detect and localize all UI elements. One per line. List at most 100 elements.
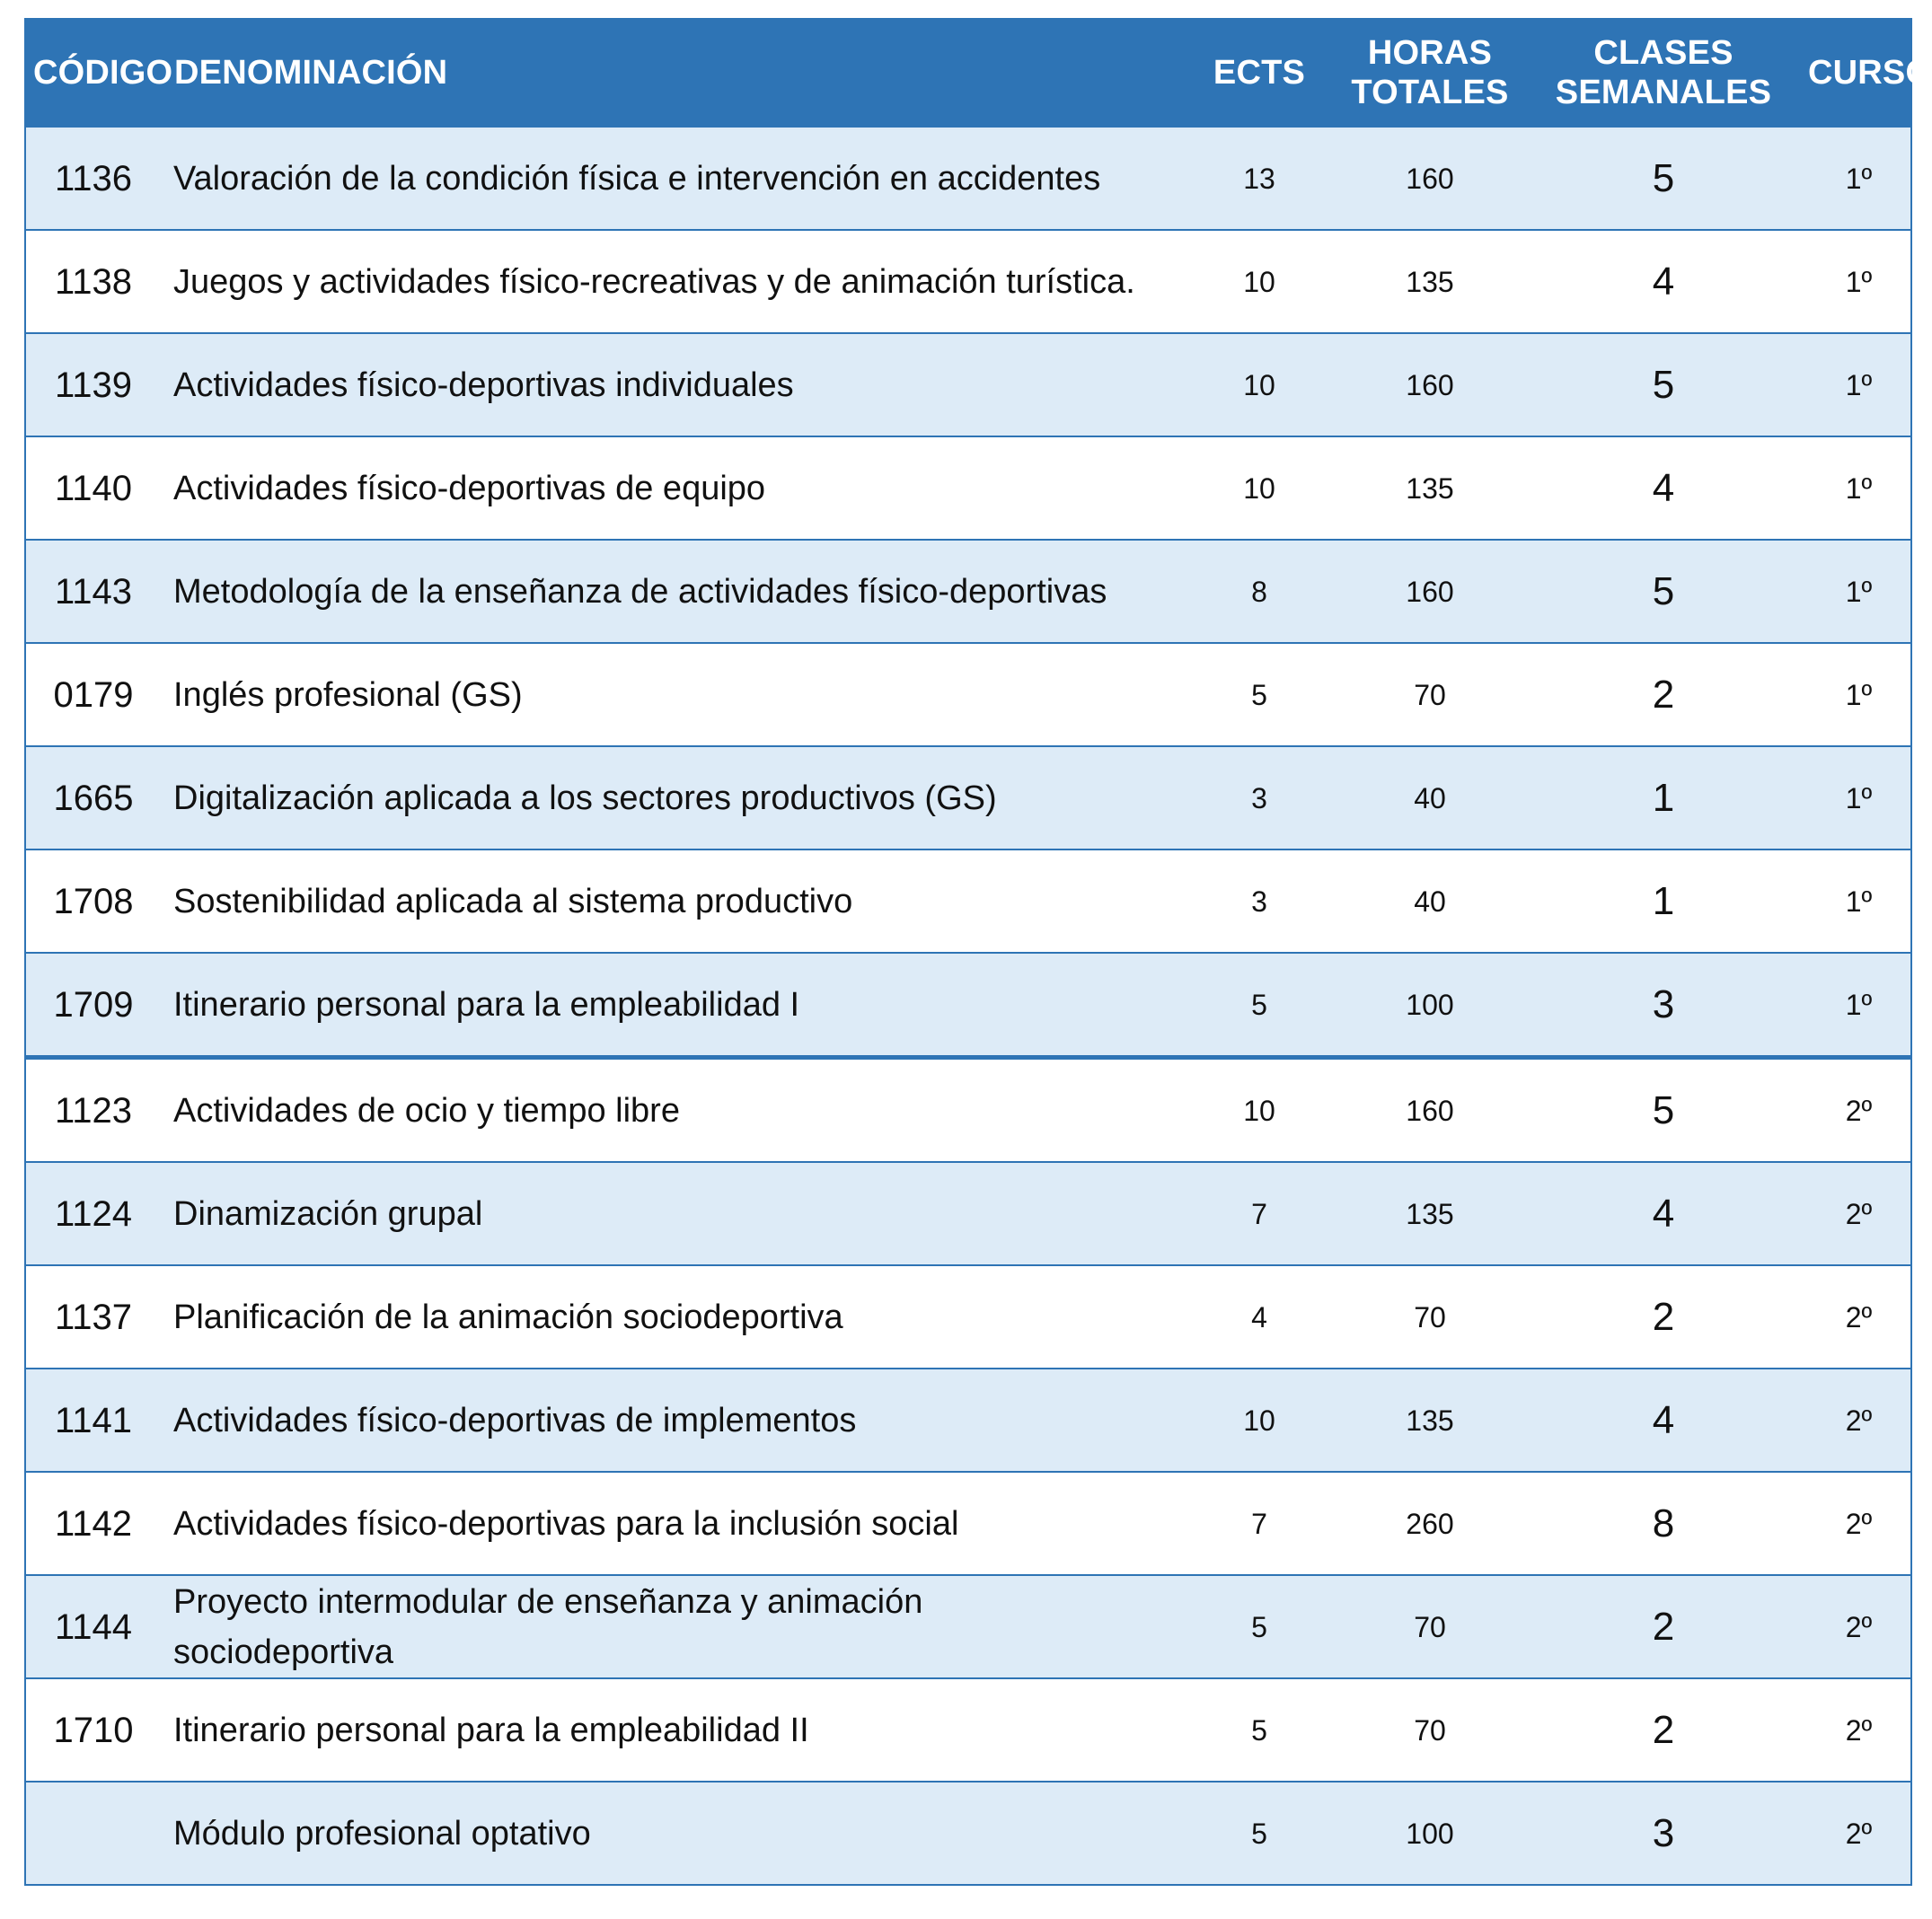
table-row: 1710 Itinerario personal para la empleabi… xyxy=(24,1677,1912,1783)
cell-course: 1º xyxy=(1807,745,1912,850)
header-hours: HORAS TOTALES xyxy=(1339,18,1521,128)
cell-course: 2º xyxy=(1807,1055,1912,1163)
header-classes: CLASES SEMANALES xyxy=(1519,18,1808,128)
header-hours-line2: TOTALES xyxy=(1351,74,1509,111)
cell-classes: 4 xyxy=(1520,229,1807,334)
cell-hours: 135 xyxy=(1340,229,1520,334)
cell-hours: 70 xyxy=(1340,1264,1520,1369)
cell-code: 1710 xyxy=(24,1677,173,1783)
cell-classes: 8 xyxy=(1520,1471,1807,1576)
cell-classes: 5 xyxy=(1520,1055,1807,1163)
cell-hours: 135 xyxy=(1340,436,1520,541)
cell-code: 1139 xyxy=(24,332,173,437)
cell-ects: 3 xyxy=(1178,745,1340,850)
cell-hours: 70 xyxy=(1340,1574,1520,1679)
modules-table-container: CÓDIGO DENOMINACIÓN ECTS HORAS TOTALES CL… xyxy=(24,18,1932,1886)
cell-name: Dinamización grupal xyxy=(173,1161,1178,1266)
cell-name: Valoración de la condición física e inte… xyxy=(173,126,1178,231)
cell-code: 1142 xyxy=(24,1471,173,1576)
cell-hours: 160 xyxy=(1340,539,1520,644)
cell-hours: 160 xyxy=(1340,332,1520,437)
table-row: 1138 Juegos y actividades físico-recreati… xyxy=(24,229,1912,334)
cell-name: Actividades de ocio y tiempo libre xyxy=(173,1055,1178,1163)
cell-classes: 4 xyxy=(1520,1368,1807,1473)
table-row: 1137 Planificación de la animación sociod… xyxy=(24,1264,1912,1369)
cell-hours: 135 xyxy=(1340,1161,1520,1266)
cell-ects: 10 xyxy=(1178,1055,1340,1163)
cell-name: Itinerario personal para la empleabilida… xyxy=(173,1677,1178,1783)
cell-code: 0179 xyxy=(24,642,173,747)
cell-hours: 160 xyxy=(1340,1055,1520,1163)
header-classes-line1: CLASES xyxy=(1593,34,1734,72)
cell-course: 1º xyxy=(1807,126,1912,231)
cell-course: 2º xyxy=(1807,1161,1912,1266)
cell-hours: 70 xyxy=(1340,1677,1520,1783)
cell-code: 1709 xyxy=(24,952,173,1059)
cell-ects: 10 xyxy=(1178,1368,1340,1473)
table-row: 1140 Actividades físico-deportivas de equ… xyxy=(24,436,1912,541)
cell-classes: 2 xyxy=(1520,1574,1807,1679)
cell-code: 1143 xyxy=(24,539,173,644)
cell-code xyxy=(24,1781,173,1886)
table-row: 1141 Actividades físico-deportivas de imp… xyxy=(24,1368,1912,1473)
header-row: CÓDIGO DENOMINACIÓN ECTS HORAS TOTALES CL… xyxy=(24,18,1932,128)
cell-ects: 13 xyxy=(1178,126,1340,231)
cell-course: 1º xyxy=(1807,849,1912,954)
table-row: 1709 Itinerario personal para la empleabi… xyxy=(24,952,1912,1059)
cell-code: 1140 xyxy=(24,436,173,541)
cell-name: Sostenibilidad aplicada al sistema produ… xyxy=(173,849,1178,954)
cell-classes: 4 xyxy=(1520,436,1807,541)
cell-ects: 3 xyxy=(1178,849,1340,954)
cell-code: 1136 xyxy=(24,126,173,231)
cell-classes: 5 xyxy=(1520,332,1807,437)
table-row: 1136 Valoración de la condición física e … xyxy=(24,126,1912,231)
cell-code: 1124 xyxy=(24,1161,173,1266)
cell-code: 1708 xyxy=(24,849,173,954)
cell-ects: 5 xyxy=(1178,1677,1340,1783)
cell-ects: 10 xyxy=(1178,229,1340,334)
cell-course: 2º xyxy=(1807,1574,1912,1679)
table-row: Módulo profesional optativo 5 100 3 2º xyxy=(24,1781,1912,1886)
table-row: 0179 Inglés profesional (GS) 5 70 2 1º xyxy=(24,642,1912,747)
cell-course: 1º xyxy=(1807,952,1912,1059)
cell-ects: 5 xyxy=(1178,1574,1340,1679)
cell-name: Actividades físico-deportivas de impleme… xyxy=(173,1368,1178,1473)
cell-code: 1137 xyxy=(24,1264,173,1369)
header-hours-line1: HORAS xyxy=(1367,34,1493,72)
cell-course: 1º xyxy=(1807,539,1912,644)
header-ects: ECTS xyxy=(1178,18,1341,128)
cell-name: Digitalización aplicada a los sectores p… xyxy=(173,745,1178,850)
cell-classes: 2 xyxy=(1520,642,1807,747)
table-row: 1123 Actividades de ocio y tiempo libre 10… xyxy=(24,1055,1912,1163)
cell-course: 2º xyxy=(1807,1677,1912,1783)
cell-classes: 4 xyxy=(1520,1161,1807,1266)
cell-name: Juegos y actividades físico-recreativas … xyxy=(173,229,1178,334)
modules-table: CÓDIGO DENOMINACIÓN ECTS HORAS TOTALES CL… xyxy=(24,18,1932,1886)
cell-classes: 5 xyxy=(1520,539,1807,644)
table-row: 1665 Digitalización aplicada a los sector… xyxy=(24,745,1912,850)
cell-course: 1º xyxy=(1807,332,1912,437)
cell-hours: 135 xyxy=(1340,1368,1520,1473)
cell-name: Actividades físico-deportivas de equipo xyxy=(173,436,1178,541)
cell-code: 1138 xyxy=(24,229,173,334)
cell-code: 1144 xyxy=(24,1574,173,1679)
cell-code: 1665 xyxy=(24,745,173,850)
table-row: 1143 Metodología de la enseñanza de activ… xyxy=(24,539,1912,644)
cell-hours: 40 xyxy=(1340,745,1520,850)
cell-course: 1º xyxy=(1807,436,1912,541)
cell-ects: 8 xyxy=(1178,539,1340,644)
header-classes-line2: SEMANALES xyxy=(1555,74,1772,111)
cell-code: 1123 xyxy=(24,1055,173,1163)
cell-name: Inglés profesional (GS) xyxy=(173,642,1178,747)
cell-course: 2º xyxy=(1807,1781,1912,1886)
cell-hours: 160 xyxy=(1340,126,1520,231)
cell-hours: 40 xyxy=(1340,849,1520,954)
cell-classes: 3 xyxy=(1520,952,1807,1059)
table-row: 1708 Sostenibilidad aplicada al sistema p… xyxy=(24,849,1912,954)
cell-ects: 10 xyxy=(1178,436,1340,541)
table-row: 1124 Dinamización grupal 7 135 4 2º xyxy=(24,1161,1912,1266)
cell-classes: 2 xyxy=(1520,1677,1807,1783)
cell-ects: 5 xyxy=(1178,952,1340,1059)
header-name: DENOMINACIÓN xyxy=(172,18,1179,128)
cell-ects: 10 xyxy=(1178,332,1340,437)
